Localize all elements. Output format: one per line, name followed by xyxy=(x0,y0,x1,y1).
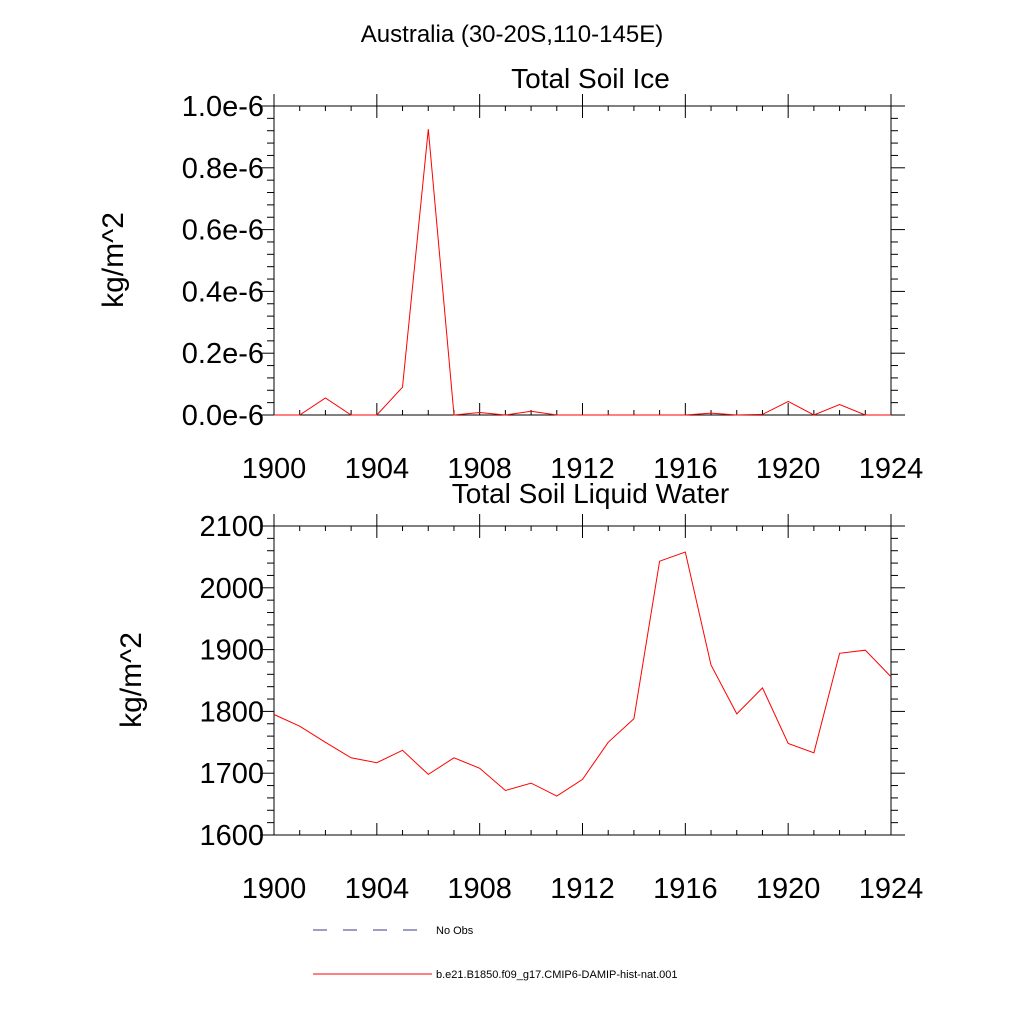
y-axis-label: kg/m^2 xyxy=(97,212,130,308)
x-tick-label: 1920 xyxy=(756,453,821,485)
y-tick-label: 0.2e-6 xyxy=(182,338,264,370)
x-tick-label: 1908 xyxy=(447,873,512,905)
y-tick-label: 2100 xyxy=(199,511,264,543)
y-tick-label: 2000 xyxy=(199,573,264,605)
x-tick-label: 1900 xyxy=(242,453,307,485)
panel-title: Total Soil Ice xyxy=(511,63,670,94)
figure-suptitle: Australia (30-20S,110-145E) xyxy=(361,21,663,48)
series-line xyxy=(274,129,891,416)
y-tick-label: 1800 xyxy=(199,696,264,728)
panel-title: Total Soil Liquid Water xyxy=(452,478,730,509)
x-tick-label: 1920 xyxy=(756,873,821,905)
x-tick-label: 1912 xyxy=(550,453,615,485)
x-tick-label: 1912 xyxy=(550,873,615,905)
x-tick-label: 1908 xyxy=(447,453,512,485)
series-line xyxy=(273,551,892,797)
y-tick-label: 1.0e-6 xyxy=(182,91,264,123)
x-tick-label: 1924 xyxy=(859,873,924,905)
x-tick-label: 1904 xyxy=(345,453,410,485)
x-tick-label: 1900 xyxy=(242,873,307,905)
y-tick-label: 0.0e-6 xyxy=(182,400,264,432)
y-tick-label: 1700 xyxy=(199,758,264,790)
legend-label-model: b.e21.B1850.f09_g17.CMIP6-DAMIP-hist-nat… xyxy=(436,969,678,981)
panel-total-soil-liquid-water: Total Soil Liquid Water kg/m^2 1900 1904 190… xyxy=(115,478,923,905)
y-tick-label: 0.6e-6 xyxy=(182,215,264,247)
plot-frame xyxy=(273,525,892,836)
x-tick-label: 1916 xyxy=(653,873,718,905)
y-axis-label: kg/m^2 xyxy=(115,632,148,728)
y-tick-label: 0.4e-6 xyxy=(182,276,264,308)
x-tick-label: 1924 xyxy=(859,453,924,485)
plot-frame xyxy=(273,105,892,416)
x-tick-label: 1904 xyxy=(345,873,410,905)
legend-label-no-obs: No Obs xyxy=(436,925,474,937)
y-tick-label: 1900 xyxy=(199,635,264,667)
legend: No Obs b.e21.B1850.f09_g17.CMIP6-DAMIP-h… xyxy=(313,925,678,981)
y-tick-label: 0.8e-6 xyxy=(182,153,264,185)
x-tick-label: 1916 xyxy=(653,453,718,485)
panel-total-soil-ice: Total Soil Ice kg/m^2 1900 1904 1908 1912 1916… xyxy=(97,63,923,485)
y-tick-label: 1600 xyxy=(199,820,264,852)
